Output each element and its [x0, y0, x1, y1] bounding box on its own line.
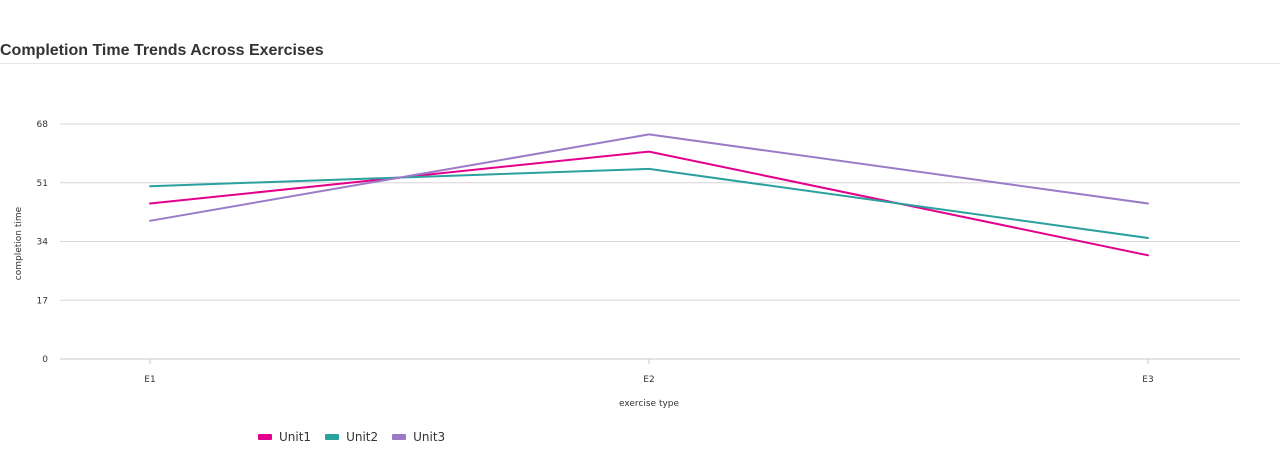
- x-tick-label: E3: [1142, 375, 1153, 385]
- y-tick-label: 0: [42, 355, 48, 365]
- x-axis: E1 E2 E3: [144, 359, 1154, 385]
- y-tick-label: 51: [37, 179, 48, 189]
- chart-title: Completion Time Trends Across Exercises: [0, 42, 324, 59]
- y-tick-label: 17: [37, 296, 48, 306]
- y-tick-label: 68: [37, 120, 49, 130]
- legend-item-unit2[interactable]: Unit2: [325, 430, 378, 444]
- legend-swatch: [392, 434, 407, 440]
- y-tick-label: 34: [37, 238, 49, 248]
- legend-label: Unit3: [413, 430, 446, 444]
- legend-label: Unit1: [279, 430, 312, 444]
- x-tick-label: E2: [643, 375, 654, 385]
- y-axis-title: completion time: [14, 206, 24, 280]
- legend-swatch: [325, 434, 340, 440]
- legend-label: Unit2: [346, 430, 379, 444]
- x-tick-label: E1: [144, 375, 155, 385]
- x-axis-title: exercise type: [619, 399, 680, 409]
- series-lines: [149, 133, 1149, 257]
- legend-item-unit1[interactable]: Unit1: [258, 430, 311, 444]
- gridlines: [60, 123, 1240, 360]
- chart-legend: Unit1 Unit2 Unit3: [258, 430, 445, 444]
- series-line-unit1: [149, 150, 1149, 257]
- series-line-unit3: [149, 133, 1149, 222]
- series-line-unit2: [149, 167, 1149, 239]
- y-axis-ticks: 0 17 34 51 68: [37, 120, 49, 365]
- legend-swatch: [258, 434, 272, 440]
- legend-item-unit3[interactable]: Unit3: [392, 430, 445, 444]
- title-divider: [0, 63, 1280, 64]
